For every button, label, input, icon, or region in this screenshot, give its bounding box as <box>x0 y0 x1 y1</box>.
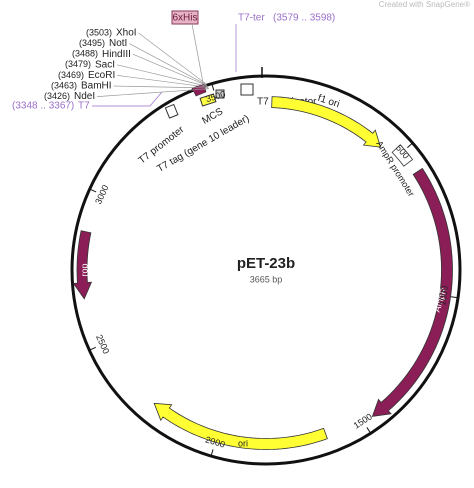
mcs-box <box>215 89 225 99</box>
his-tag-feature <box>191 83 207 97</box>
rop-feature <box>72 230 93 300</box>
site-position: (3503) <box>86 27 112 37</box>
scale-tick <box>211 84 215 91</box>
leader <box>92 91 163 107</box>
rop-label: rop <box>79 263 89 276</box>
site-name: EcoRI <box>88 70 115 81</box>
t7-tag-box <box>199 93 217 107</box>
leader <box>117 75 209 88</box>
leader <box>116 64 208 87</box>
site-position: (3469) <box>58 70 84 80</box>
site-name: XhoI <box>116 28 137 39</box>
f1-ori-feature <box>271 96 382 148</box>
site-name: NdeI <box>74 91 95 102</box>
site-position: (3495) <box>79 38 105 48</box>
plasmid-name: pET-23b <box>237 255 295 272</box>
site-position: (3488) <box>72 49 98 59</box>
leader <box>97 88 210 97</box>
site-position: (3463) <box>51 80 77 90</box>
t7-promoter-box <box>164 103 179 119</box>
t7-range: (3348 .. 3367) <box>12 101 74 112</box>
t7-terminator-box <box>240 83 254 96</box>
leader <box>191 23 205 89</box>
his-tag-label: 6xHis <box>172 13 197 24</box>
ori-feature <box>153 402 328 450</box>
his-tag-box <box>171 10 199 25</box>
leader <box>129 43 207 86</box>
leader <box>138 32 207 85</box>
site-position: (3479) <box>65 59 91 69</box>
plasmid-length: 3665 bp <box>250 274 283 284</box>
t7-ter-range: (3579 .. 3598) <box>273 13 335 24</box>
ampr-feature <box>371 167 453 417</box>
site-name: BamHI <box>81 81 112 92</box>
scale-tick <box>451 296 458 299</box>
site-position: (3426) <box>44 91 70 101</box>
scale-tick <box>407 143 413 148</box>
backbone <box>70 74 462 466</box>
site-name: SacI <box>95 59 115 70</box>
mcs-label: MCS <box>200 106 225 127</box>
scale-tick <box>90 346 96 351</box>
t7-label: T7 <box>78 101 90 112</box>
leader <box>132 53 208 86</box>
ori-label: ori <box>238 438 248 448</box>
scale-tick-label: 2500 <box>94 333 111 355</box>
watermark: Created with SnapGene® <box>379 0 470 9</box>
leader <box>113 85 209 89</box>
scale-tick <box>210 449 214 456</box>
scale-tick <box>90 188 97 193</box>
site-name: HindIII <box>102 49 131 60</box>
site-name: NotI <box>109 38 127 49</box>
scale-tick-label: 1500 <box>352 411 374 430</box>
t7-ter-label: T7-ter <box>238 13 265 24</box>
ampr-promoter-feature <box>391 144 414 167</box>
scale-tick <box>366 427 371 433</box>
scale-tick-label: 3000 <box>93 183 110 205</box>
scale-tick-label: 1000 <box>437 285 450 306</box>
